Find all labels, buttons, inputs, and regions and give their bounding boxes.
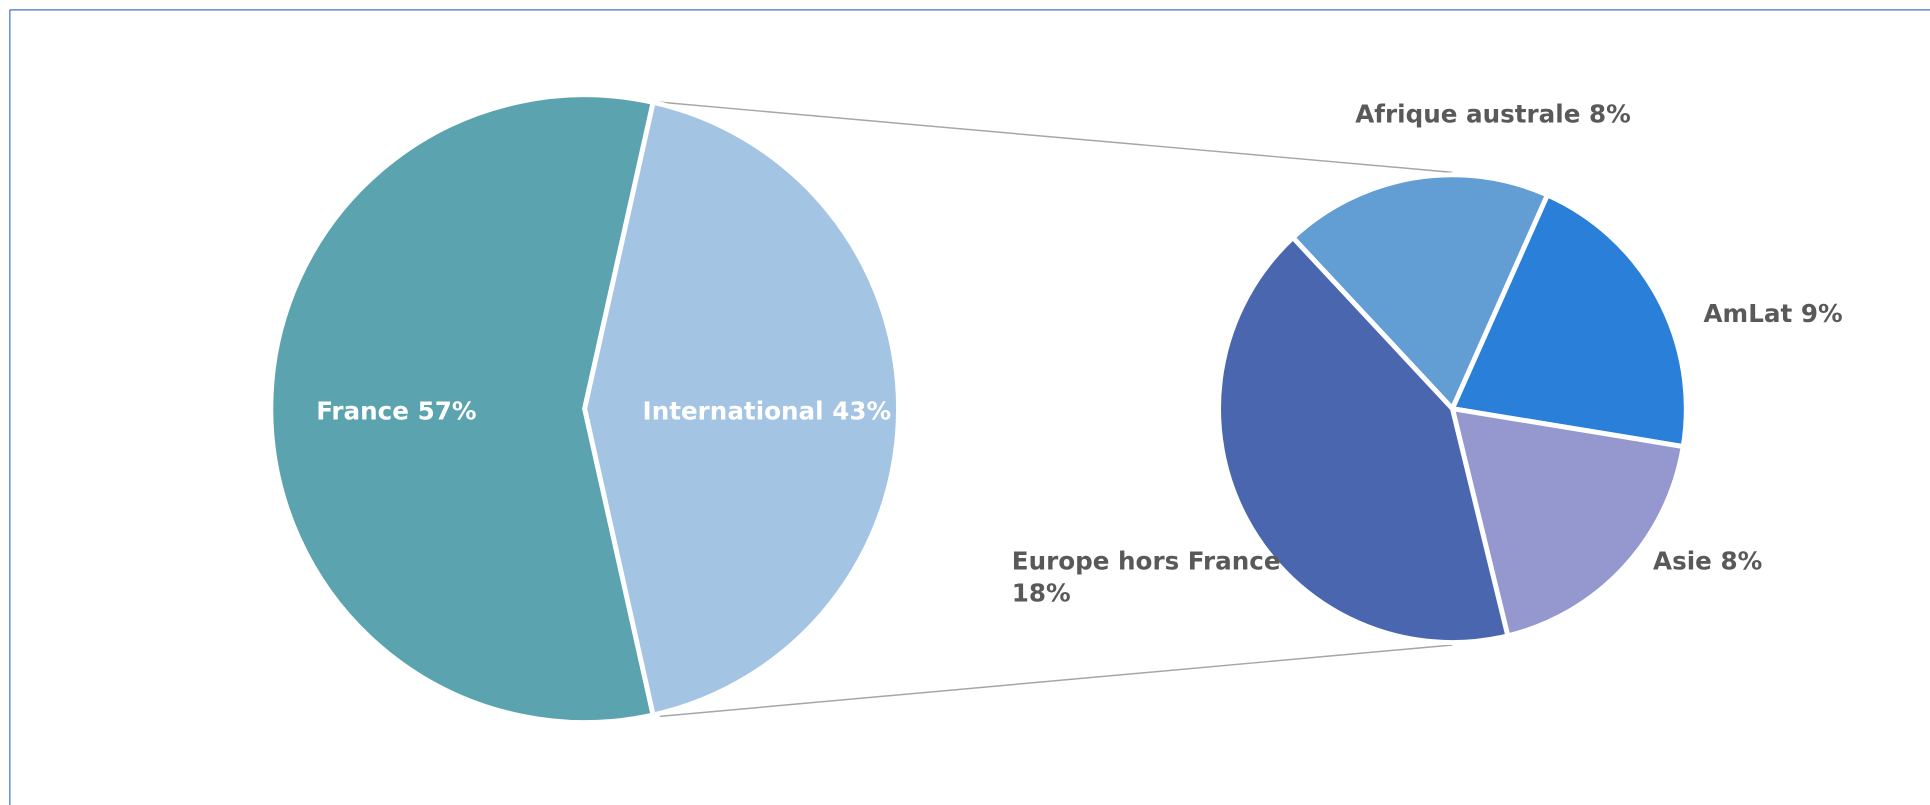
label-value: 18% — [1012, 579, 1071, 608]
label-category: Afrique australe — [1355, 100, 1580, 129]
pie-slice — [1449, 405, 1687, 639]
pie-slice — [1448, 191, 1689, 450]
connector-line — [659, 644, 1453, 718]
label-category: Europe hors France — [1012, 547, 1281, 576]
data-label: France 57% — [316, 396, 476, 425]
pie-slice — [582, 99, 901, 718]
connector-line — [659, 101, 1453, 174]
pie-slice — [1216, 234, 1511, 645]
data-label: International 43% — [643, 396, 892, 425]
pie-slice — [1289, 172, 1551, 414]
label-category: France — [316, 396, 409, 425]
label-value: 43% — [832, 396, 891, 425]
data-label: Europe hors France 18% — [1012, 547, 1281, 608]
label-value: 8% — [1720, 547, 1762, 576]
label-value: 57% — [418, 396, 477, 425]
label-category: International — [643, 396, 824, 425]
data-label: AmLat 9% — [1704, 299, 1843, 328]
pie-slice — [268, 92, 657, 725]
label-value: 9% — [1801, 299, 1843, 328]
label-value: 8% — [1589, 100, 1631, 129]
data-label: Afrique australe 8% — [1355, 100, 1631, 129]
data-label: Asie 8% — [1653, 547, 1762, 576]
label-category: AmLat — [1704, 299, 1793, 328]
label-category: Asie — [1653, 547, 1712, 576]
